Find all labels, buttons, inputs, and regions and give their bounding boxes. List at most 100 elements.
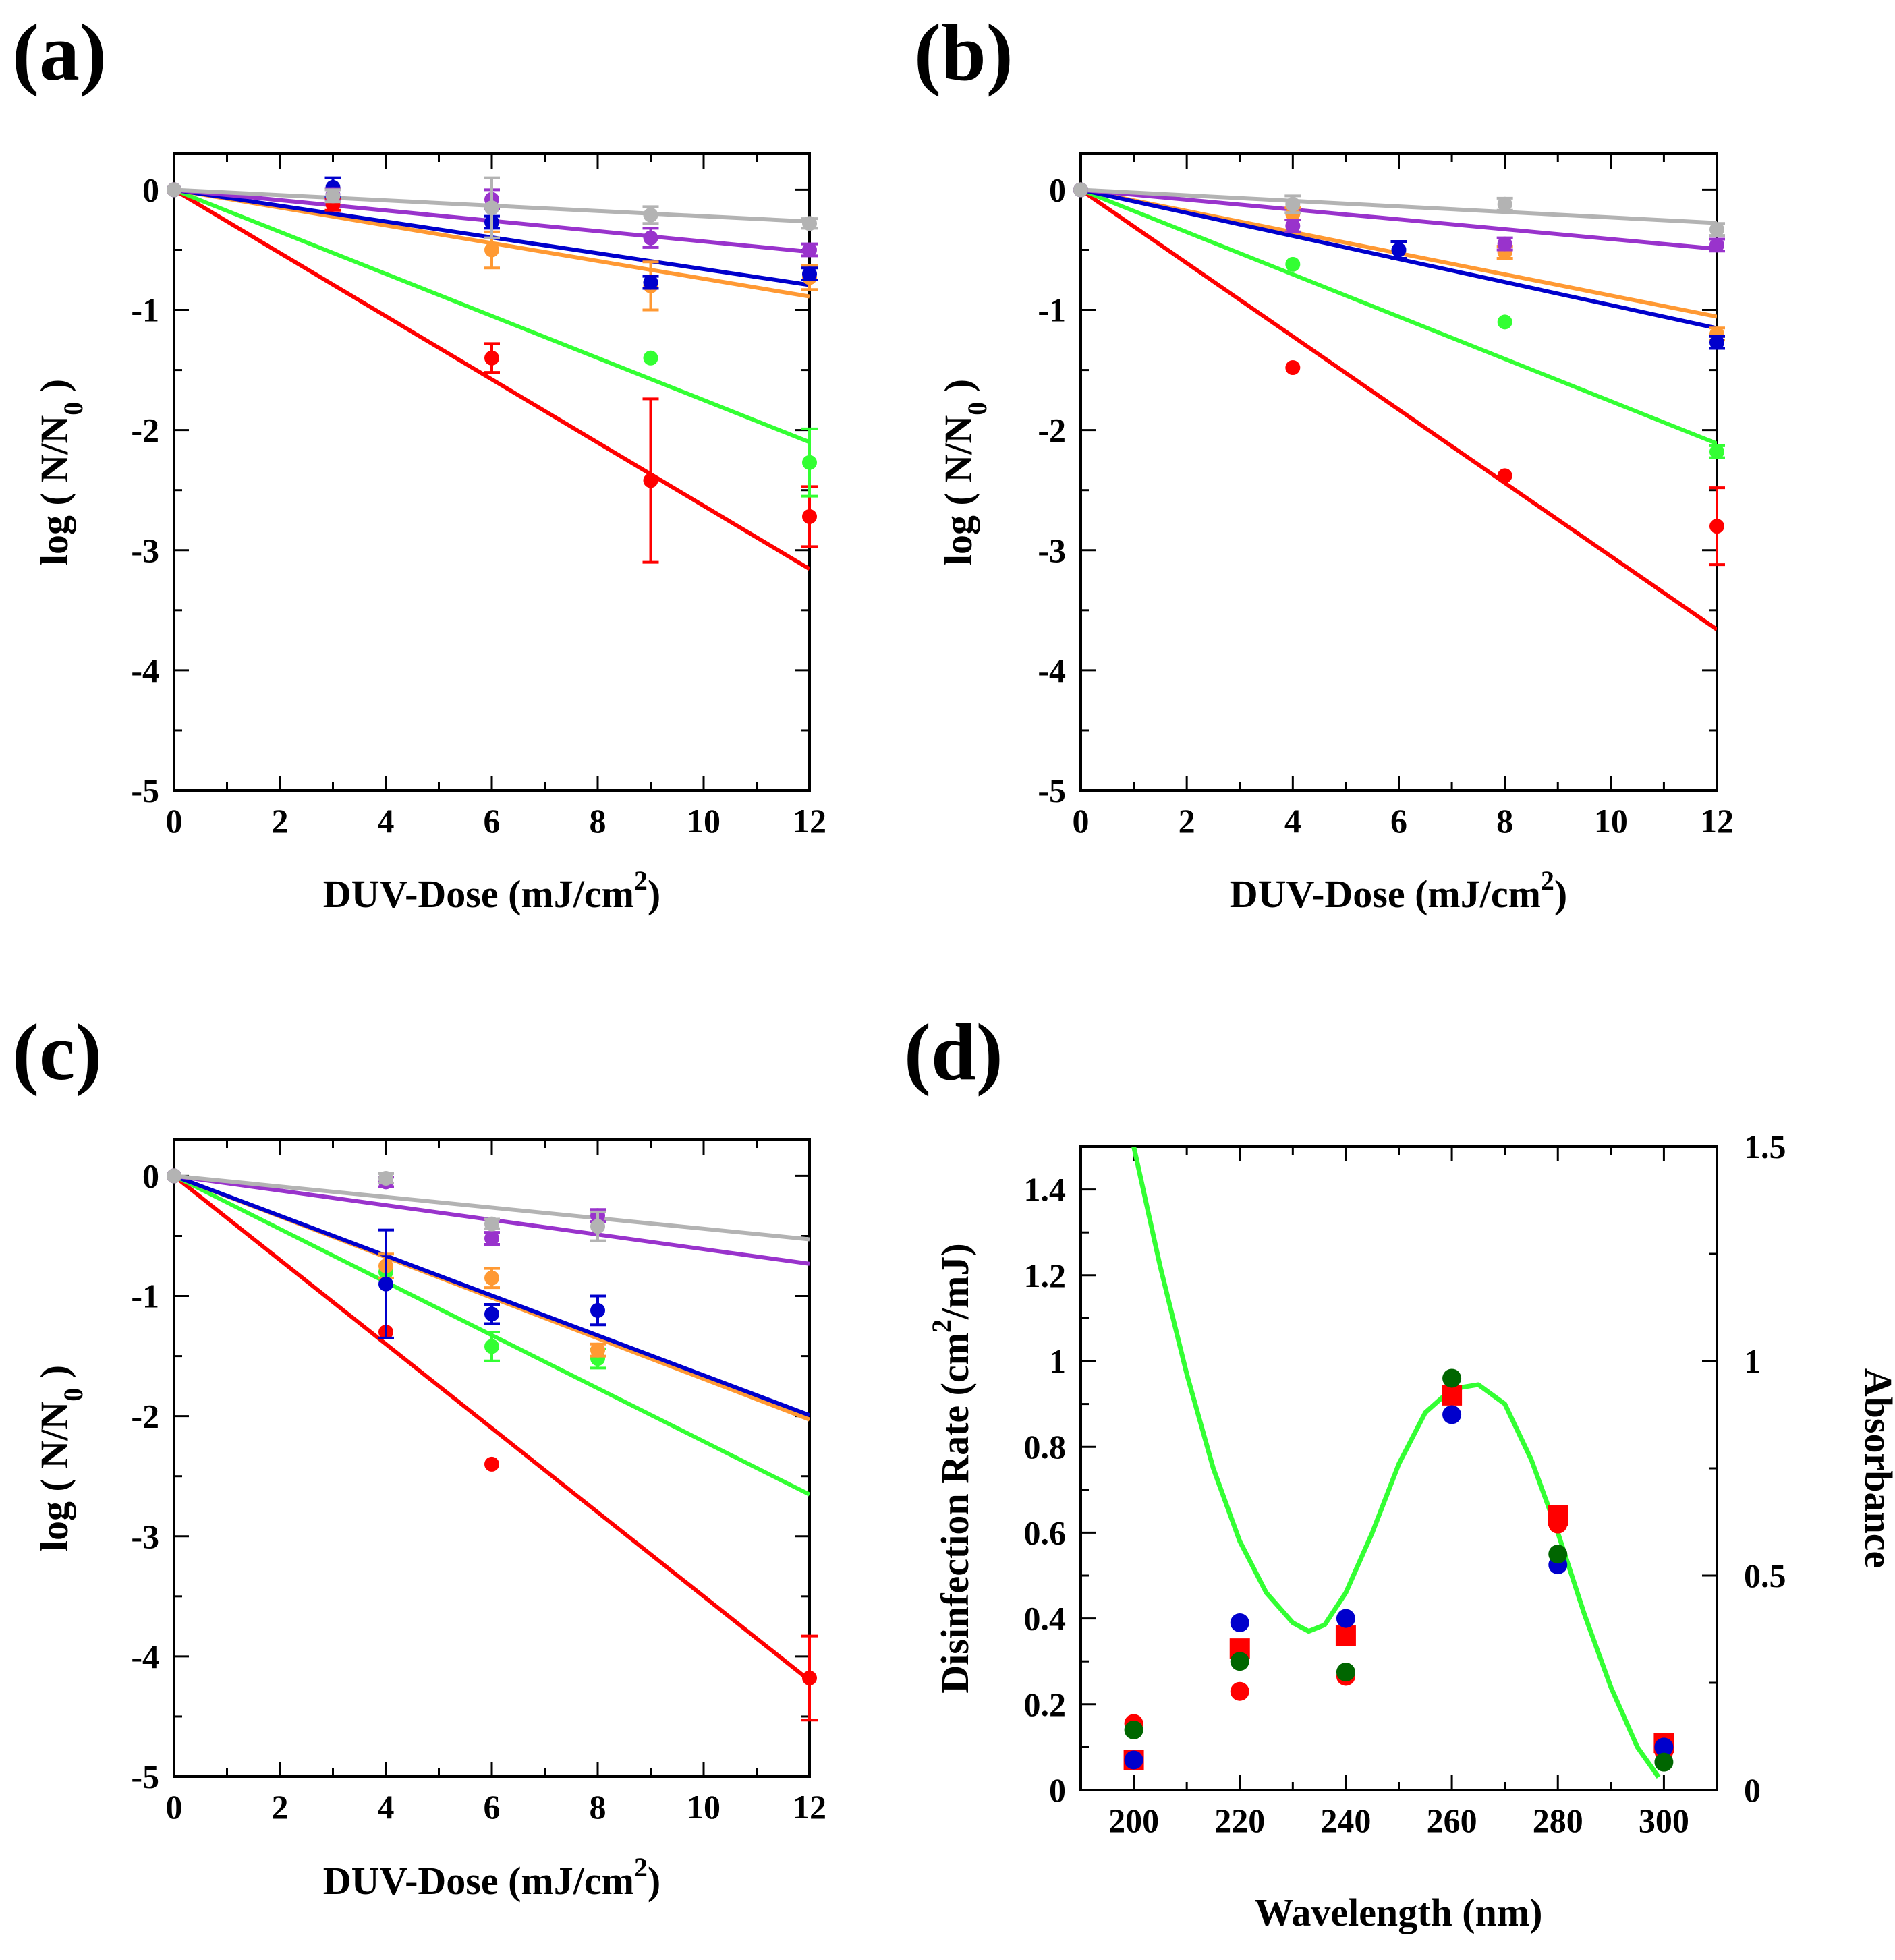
data-point-purple [1497,236,1512,252]
fit-line-green [1081,188,1717,446]
data-point-orange [484,242,499,258]
data-point-red [643,473,658,488]
fit-line-red [1081,188,1717,631]
panel-c: (c) 0 2 4 6 8 10 12 0 -1 -2 -3 -4 -5 DUV-Dose (mJ/cm2)… [12,1007,826,1903]
y-tick-label: -1 [1038,291,1066,329]
data-point-red [1709,519,1724,534]
x-tick-label: 10 [1594,802,1628,840]
data-point-gray [802,216,817,231]
plot-area [1081,188,1717,631]
y-tick-label: 0 [1049,1771,1066,1809]
panel-label-b: (b) [914,7,1013,97]
x-tick-label: 12 [1700,802,1734,840]
y-tick-label: -4 [131,1638,159,1675]
y-axis-title: log ( N/N0 ) [936,379,992,565]
data-point-gray [1073,182,1088,198]
y-axis-title: Disinfection Rate (cm2/mJ) [926,1243,977,1694]
fit-line-purple [1081,188,1717,252]
y2-tick-label: 1.5 [1744,1128,1786,1165]
data-point-red-circle [1548,1514,1568,1534]
y-axis-title: log ( N/N0 ) [32,379,88,565]
panel-a: (a) 0 2 4 6 8 10 12 0 -1 -2 -3 -4 -5 DUV-Dose (mJ/cm2)… [12,7,826,916]
data-point-red [1497,468,1512,484]
x-tick-label: 0 [166,802,183,840]
data-point-darkgreen-circle [1654,1752,1674,1772]
y-tick-label: 1 [1049,1342,1066,1380]
fit-line-red [174,1174,810,1682]
x-tick-label: 6 [1390,802,1407,840]
x-tick-label: 4 [1284,802,1301,840]
data-point-green [1285,256,1301,272]
fit-line-gray [1081,188,1717,225]
data-point-red [484,350,499,366]
x-tick-label: 280 [1533,1802,1583,1839]
x-tick-label: 2 [1179,802,1195,840]
data-point-purple [802,242,817,258]
data-point-gray [325,188,341,204]
y-tick-label: 0.4 [1024,1600,1067,1638]
data-point-blue-circle [1654,1737,1674,1757]
data-point-red [484,1456,499,1472]
y2-tick-label: 1 [1744,1342,1761,1380]
data-point-darkgreen-circle [1442,1368,1462,1388]
data-point-blue [1709,335,1724,350]
y-tick-label: -3 [1038,531,1066,569]
y-tick-label: 0 [142,171,159,208]
y-tick-label: 1.4 [1024,1171,1067,1209]
y2-axis-title: Absorbance [1857,1368,1895,1568]
x-tick-label: 220 [1214,1802,1265,1839]
y-tick-label: -1 [131,1277,159,1315]
x-tick-label: 8 [1496,802,1513,840]
panel-label-d: (d) [904,1007,1003,1097]
panel-label-a: (a) [12,7,107,97]
x-tick-label: 260 [1427,1802,1477,1839]
data-point-darkgreen-circle [1124,1720,1143,1739]
plot-area [1131,1147,1661,1779]
y-tick-label: -5 [1038,772,1066,809]
y-tick-label: -2 [131,411,159,449]
y-tick-label: -1 [131,291,159,329]
y2-tick-label: 0.5 [1744,1557,1786,1594]
data-point-gray [167,1168,181,1184]
y-tick-label: 0.2 [1024,1685,1067,1723]
data-point-blue-circle [1336,1609,1355,1628]
data-point-gray [643,207,658,223]
x-axis-title: DUV-Dose (mJ/cm2) [323,1852,661,1903]
y2-tick-label: 0 [1744,1771,1761,1809]
data-point-green [484,1339,499,1354]
data-point-gray [484,1216,499,1232]
data-point-green [802,455,817,470]
x-tick-label: 200 [1108,1802,1159,1839]
panel-b: (b) 0 2 4 6 8 10 12 0 -1 -2 -3 -4 -5 DUV-Dose (mJ/cm2)… [914,7,1734,916]
absorbance-curve [1131,1147,1661,1779]
x-tick-label: 12 [793,1788,826,1826]
data-point-purple [1285,218,1301,233]
x-tick-label: 6 [484,1788,501,1826]
y-tick-label: -5 [131,1758,159,1795]
data-point-blue-circle [1124,1750,1143,1770]
y-tick-label: 0.6 [1024,1514,1067,1551]
y-tick-label: 0 [142,1157,159,1194]
x-tick-label: 4 [378,802,395,840]
fit-line-blue [174,1174,810,1418]
y-tick-label: -4 [131,652,159,689]
data-point-orange [484,1270,499,1286]
fit-line-red [174,188,810,571]
data-point-blue-circle [1442,1405,1462,1424]
x-axis-title: DUV-Dose (mJ/cm2) [1230,865,1568,916]
panel-label-c: (c) [12,1007,102,1097]
x-axis-title: Wavelength (nm) [1255,1891,1543,1934]
data-point-red [802,509,817,524]
plot-area [174,1174,810,1682]
x-tick-label: 0 [166,1788,183,1826]
x-tick-label: 240 [1320,1802,1371,1839]
data-point-gray [1497,196,1512,212]
x-tick-label: 6 [484,802,501,840]
data-point-gray [1285,196,1301,212]
data-point-gray [590,1219,605,1234]
data-point-gray [378,1170,393,1186]
data-point-purple [1709,237,1724,253]
data-point-green [1709,444,1724,459]
x-tick-label: 10 [687,802,720,840]
data-point-blue [378,1276,393,1292]
